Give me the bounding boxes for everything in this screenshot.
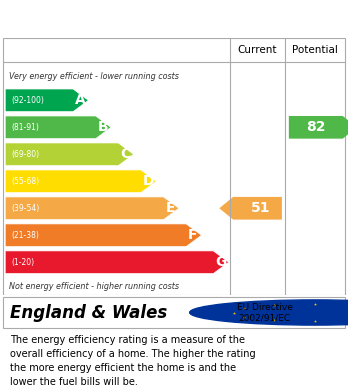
Text: E: E	[165, 201, 175, 215]
Text: G: G	[215, 255, 227, 269]
Text: (39-54): (39-54)	[11, 204, 40, 213]
Polygon shape	[5, 251, 229, 274]
Text: Potential: Potential	[292, 45, 338, 55]
Polygon shape	[5, 116, 111, 139]
Text: EU Directive
2002/91/EC: EU Directive 2002/91/EC	[237, 303, 293, 322]
Text: (69-80): (69-80)	[11, 150, 40, 159]
Polygon shape	[5, 170, 156, 193]
Text: (92-100): (92-100)	[11, 96, 44, 105]
Circle shape	[190, 300, 348, 325]
Polygon shape	[5, 89, 88, 112]
Text: A: A	[75, 93, 86, 107]
Text: D: D	[143, 174, 154, 188]
Polygon shape	[289, 116, 348, 139]
Polygon shape	[5, 143, 134, 166]
Text: 51: 51	[251, 201, 271, 215]
Text: F: F	[188, 228, 197, 242]
Text: (55-68): (55-68)	[11, 177, 40, 186]
Text: C: C	[120, 147, 130, 161]
Text: The energy efficiency rating is a measure of the
overall efficiency of a home. T: The energy efficiency rating is a measur…	[10, 335, 256, 387]
Text: Current: Current	[238, 45, 277, 55]
Text: (1-20): (1-20)	[11, 258, 34, 267]
Text: (81-91): (81-91)	[11, 123, 39, 132]
Text: England & Wales: England & Wales	[10, 303, 168, 321]
Polygon shape	[219, 197, 282, 220]
Text: Very energy efficient - lower running costs: Very energy efficient - lower running co…	[9, 72, 179, 81]
Text: Not energy efficient - higher running costs: Not energy efficient - higher running co…	[9, 282, 179, 291]
Text: Energy Efficiency Rating: Energy Efficiency Rating	[10, 10, 239, 28]
Polygon shape	[5, 224, 201, 247]
Text: (21-38): (21-38)	[11, 231, 39, 240]
Text: 82: 82	[306, 120, 326, 134]
Polygon shape	[5, 197, 179, 220]
Text: B: B	[97, 120, 108, 134]
